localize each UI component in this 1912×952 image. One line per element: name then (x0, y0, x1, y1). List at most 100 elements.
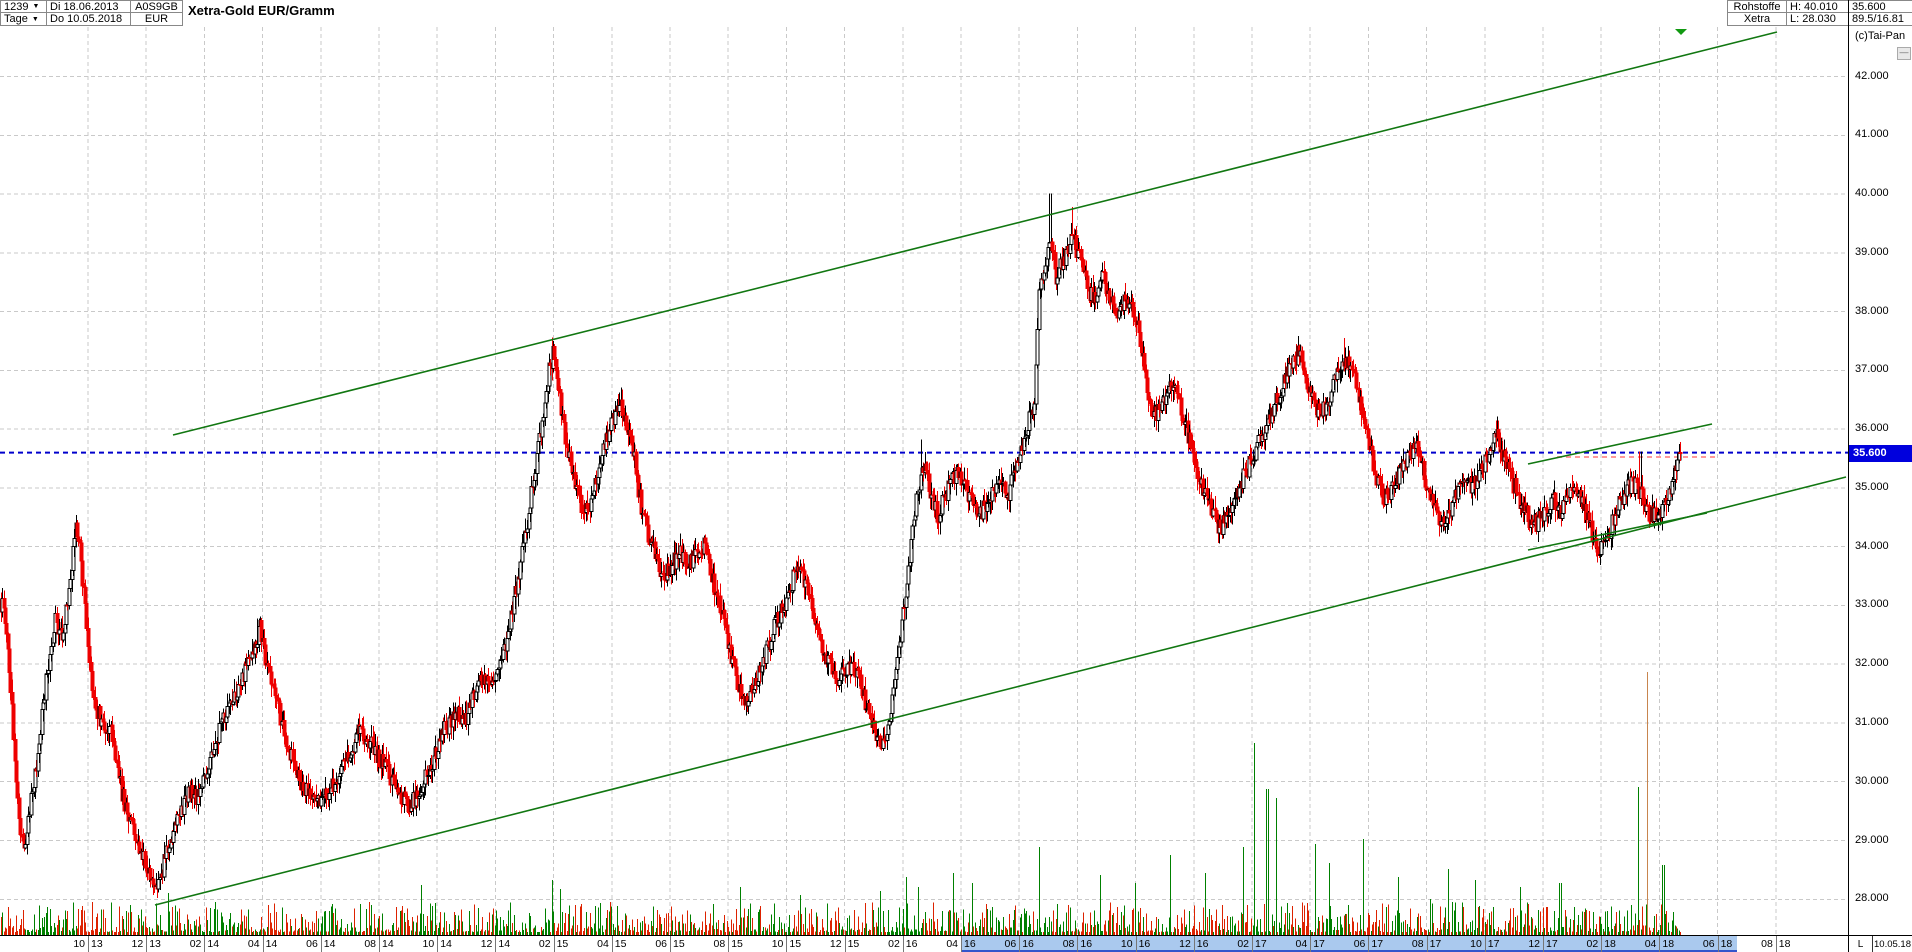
candle-body (213, 743, 218, 750)
candle-body (1180, 414, 1185, 421)
candle-body (167, 847, 172, 854)
candle-body (4, 623, 9, 635)
candle-body (1131, 302, 1136, 318)
candle-body (940, 495, 945, 515)
date-axis-tick (437, 936, 439, 952)
date-axis-month: 08 (364, 938, 376, 950)
price-axis-label: 36.000 (1855, 422, 1889, 435)
price-axis-label: 29.000 (1855, 833, 1889, 846)
date-axis-year: 16 (1196, 938, 1209, 950)
candle-body (1138, 332, 1143, 348)
candle-body (282, 719, 287, 737)
candle-body (84, 603, 89, 630)
date-axis-month: 10 (73, 938, 85, 950)
candle-body (914, 493, 919, 517)
candle-body (236, 684, 241, 698)
date-axis-tick (611, 936, 613, 952)
date-to-cell[interactable]: Do 10.05.2018 (47, 13, 131, 26)
candle-body (263, 644, 268, 666)
date-axis-year: 16 (1138, 938, 1151, 950)
wkn-cell: A0S9GB (131, 0, 183, 13)
candle-body (110, 724, 115, 742)
date-axis-month: 04 (247, 938, 260, 950)
date-axis-year: 14 (498, 938, 511, 950)
date-axis-year: 14 (440, 938, 452, 950)
candle-body (1477, 469, 1482, 482)
candle-body (1230, 505, 1235, 513)
date-from-cell[interactable]: Di 18.06.2013 (47, 0, 131, 13)
date-axis-month: 06 (1353, 938, 1366, 950)
candle-body (11, 703, 16, 740)
date-axis-tick (1543, 936, 1544, 952)
candle-body (61, 632, 66, 641)
candle-body (891, 687, 896, 696)
date-axis-month: 08 (713, 938, 726, 950)
price-axis-label: 35.000 (1855, 480, 1889, 493)
date-axis-month: 04 (946, 938, 958, 950)
period-dropdown[interactable]: Tage ▼ (0, 13, 47, 26)
candle-body (556, 377, 561, 390)
date-axis-month: 12 (829, 938, 842, 950)
candle-body (620, 399, 625, 417)
chevron-down-icon: ▼ (31, 15, 39, 23)
candle-body (1660, 504, 1665, 519)
price-axis-label: 41.000 (1855, 128, 1889, 141)
candle-body (148, 868, 153, 881)
candle-body (1032, 403, 1037, 415)
candle-body (769, 640, 774, 650)
date-axis[interactable]: 10 13 12 13 02 14 04 14 06 14 08 14 10 14 12 14 02 15 04 15… (0, 936, 1912, 952)
candle-body (1393, 484, 1398, 490)
date-axis-month: 08 (1761, 938, 1773, 950)
price-axis-label: 42.000 (1855, 69, 1889, 82)
date-axis-tick (88, 936, 89, 952)
date-axis-year: 18 (1778, 938, 1791, 950)
date-axis-month: 04 (597, 938, 609, 950)
candle-body (297, 770, 302, 781)
date-axis-tick (1659, 936, 1661, 952)
candle-body (906, 565, 911, 585)
date-axis-year: 14 (382, 938, 394, 950)
candle-body (712, 573, 717, 595)
candle-body (1195, 466, 1200, 479)
date-axis-month: 06 (1702, 938, 1715, 950)
session-high-cell: H: 40.010 (1787, 0, 1849, 13)
date-axis-year: 18 (1662, 938, 1675, 950)
candle-body (49, 646, 54, 656)
candle-body (23, 843, 28, 849)
date-axis-month: 02 (888, 938, 900, 950)
candle-body (613, 411, 618, 425)
date-axis-tick (1193, 936, 1195, 952)
date-axis-month: 12 (131, 938, 144, 950)
date-axis-tick (1717, 936, 1719, 952)
candle-body (293, 760, 298, 771)
candle-body (44, 673, 49, 701)
date-axis-tick (1368, 936, 1370, 952)
candle-body (1085, 275, 1090, 289)
candle-body (777, 622, 782, 628)
collapse-panel-icon[interactable]: — (1897, 47, 1911, 60)
candle-body (76, 536, 81, 542)
currency-cell: EUR (131, 13, 183, 26)
low-marker-cell: L (1848, 936, 1872, 952)
date-axis-year: 17 (1371, 938, 1384, 950)
date-axis-year: 17 (1255, 938, 1267, 950)
candle-body (1272, 404, 1277, 417)
date-to-value: Do 10.05.2018 (50, 13, 123, 25)
candle-body (815, 623, 820, 630)
candle-body (506, 631, 511, 639)
candle-body (403, 791, 408, 798)
price-axis-label: 31.000 (1855, 715, 1889, 728)
candle-body (225, 705, 230, 718)
candle-body (784, 597, 789, 612)
candle-body (1363, 418, 1368, 430)
candle-body (392, 774, 397, 785)
candle-body (1561, 499, 1566, 515)
date-axis-month: 04 (1644, 938, 1657, 950)
candle-body (1146, 392, 1151, 401)
candle-body (1214, 510, 1219, 520)
bars-count-dropdown[interactable]: 1239 ▼ (0, 0, 47, 13)
candle-body (80, 560, 85, 587)
date-axis-month: 02 (1586, 938, 1599, 950)
